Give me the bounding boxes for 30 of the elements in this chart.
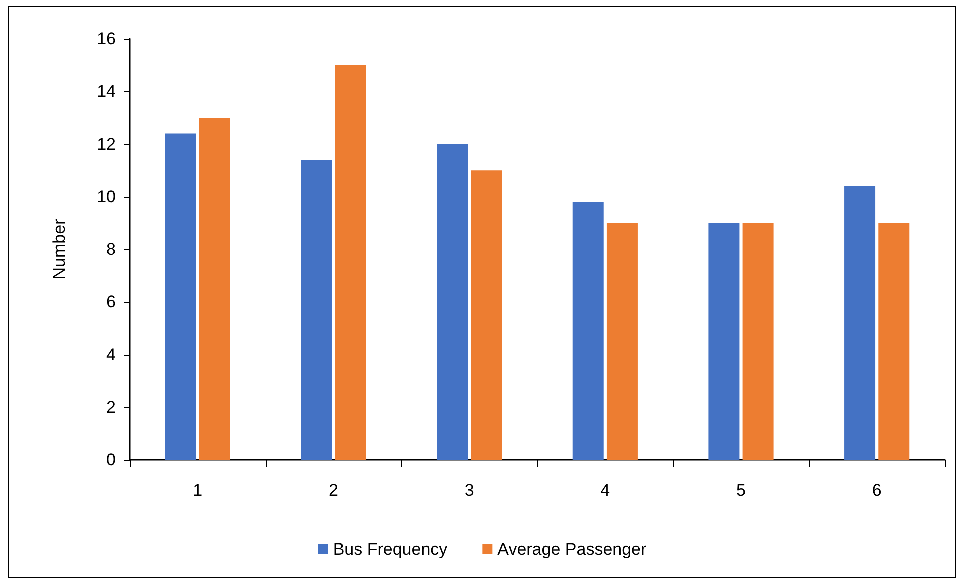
- y-tick-label: 6: [106, 292, 116, 312]
- bar: [742, 223, 774, 460]
- bar: [471, 170, 502, 460]
- bar: [335, 65, 366, 460]
- x-tick-label: 5: [736, 481, 746, 500]
- y-tick-label: 16: [97, 30, 116, 48]
- legend-label: Bus Frequency: [333, 540, 448, 559]
- legend-label: Average Passenger: [498, 540, 648, 559]
- bar: [199, 118, 230, 460]
- x-tick-label: 4: [600, 481, 610, 500]
- bar: [165, 134, 196, 460]
- bar: [844, 186, 876, 460]
- bar: [606, 223, 638, 460]
- y-tick-label: 2: [106, 398, 116, 417]
- y-axis-title: Number: [50, 218, 69, 280]
- y-tick-label: 14: [97, 82, 116, 102]
- y-tick-label: 0: [106, 450, 116, 470]
- bar: [708, 223, 740, 460]
- bar: [301, 160, 332, 460]
- bar: [572, 202, 604, 460]
- bar: [437, 144, 468, 460]
- x-tick-label: 3: [464, 481, 474, 500]
- x-tick-label: 6: [872, 481, 882, 500]
- y-tick-label: 8: [106, 240, 116, 259]
- bar: [878, 223, 910, 460]
- y-tick-label: 12: [97, 134, 116, 154]
- y-tick-label: 10: [97, 187, 116, 206]
- x-tick-label: 1: [193, 481, 203, 500]
- x-tick-label: 2: [329, 481, 338, 500]
- y-tick-label: 4: [106, 345, 116, 364]
